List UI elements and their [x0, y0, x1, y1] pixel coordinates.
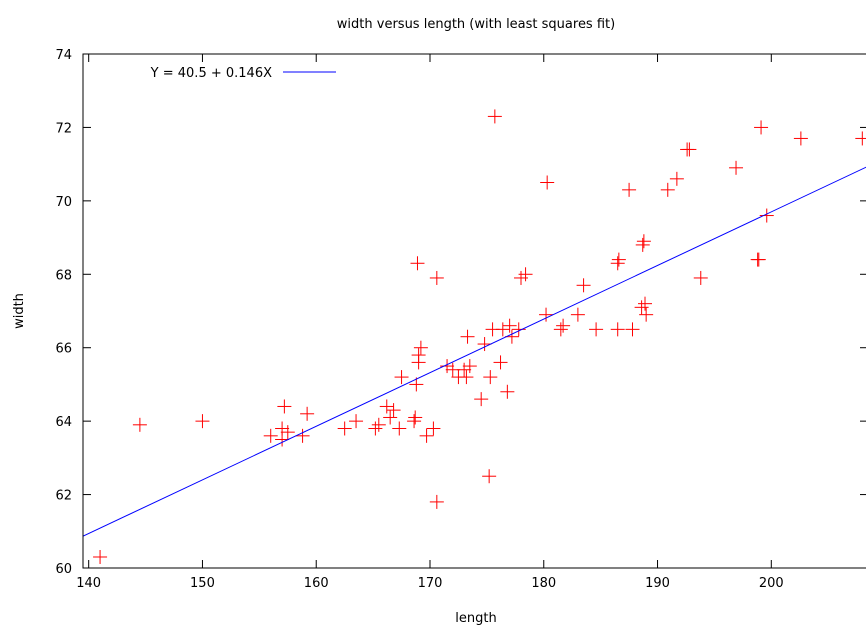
- data-point: [610, 256, 625, 271]
- data-point: [611, 252, 626, 267]
- data-point: [610, 322, 625, 337]
- data-point: [751, 252, 766, 267]
- data-point: [622, 182, 637, 197]
- fit-line-layer: [83, 166, 866, 537]
- x-tick-label: 160: [304, 576, 329, 591]
- data-point: [693, 270, 708, 285]
- data-point: [759, 208, 774, 223]
- chart-title: width versus length (with least squares …: [337, 17, 615, 32]
- data-point: [729, 160, 744, 175]
- data-point: [429, 494, 444, 509]
- data-point: [275, 421, 290, 436]
- data-point: [635, 237, 650, 252]
- data-point: [457, 362, 472, 377]
- data-point: [371, 417, 386, 432]
- x-axis-label: length: [455, 611, 496, 626]
- data-point: [855, 131, 866, 146]
- data-point: [556, 318, 571, 333]
- data-point: [295, 428, 310, 443]
- data-point: [682, 142, 697, 157]
- data-point: [539, 307, 554, 322]
- data-point: [495, 322, 510, 337]
- y-tick-label: 74: [55, 48, 72, 63]
- data-point: [410, 256, 425, 271]
- data-point: [460, 329, 475, 344]
- data-point: [570, 307, 585, 322]
- data-point: [589, 322, 604, 337]
- data-point: [394, 370, 409, 385]
- data-point: [413, 340, 428, 355]
- fit-line: [83, 166, 866, 537]
- data-point: [793, 131, 808, 146]
- data-point: [440, 359, 455, 374]
- y-tick-label: 62: [55, 489, 72, 504]
- data-point: [349, 414, 364, 429]
- data-point: [636, 234, 651, 249]
- data-point: [660, 182, 675, 197]
- data-point: [474, 392, 489, 407]
- data-point: [518, 267, 533, 282]
- data-point: [337, 421, 352, 436]
- data-point: [638, 296, 653, 311]
- data-point: [639, 307, 654, 322]
- x-tick-label: 180: [531, 576, 556, 591]
- data-point: [419, 428, 434, 443]
- data-point: [383, 410, 398, 425]
- data-point: [407, 414, 422, 429]
- data-point: [300, 406, 315, 421]
- data-point: [462, 359, 477, 374]
- data-point: [634, 300, 649, 315]
- data-point: [379, 399, 394, 414]
- data-point: [277, 399, 292, 414]
- data-point: [409, 377, 424, 392]
- data-point: [195, 414, 210, 429]
- data-point: [553, 322, 568, 337]
- x-tick-label: 170: [418, 576, 443, 591]
- y-axis: 60 62 64 66 68 70 72 74: [55, 48, 866, 577]
- plot-frame: [82, 53, 866, 569]
- data-point: [754, 120, 769, 135]
- data-points: [93, 109, 866, 564]
- x-tick-label: 190: [645, 576, 670, 591]
- y-tick-label: 64: [55, 415, 72, 430]
- data-point: [482, 469, 497, 484]
- x-tick-label: 150: [190, 576, 215, 591]
- data-point: [263, 428, 278, 443]
- y-tick-label: 66: [55, 342, 72, 357]
- data-point: [500, 384, 515, 399]
- data-point: [669, 171, 684, 186]
- x-tick-label: 140: [76, 576, 101, 591]
- data-point: [386, 403, 401, 418]
- data-point: [411, 348, 426, 363]
- data-point: [429, 270, 444, 285]
- data-point: [493, 355, 508, 370]
- data-point: [392, 421, 407, 436]
- y-tick-label: 72: [55, 121, 72, 136]
- data-point: [93, 549, 108, 564]
- data-point: [459, 370, 474, 385]
- data-point: [576, 278, 591, 293]
- data-point: [540, 175, 555, 190]
- x-tick-label: 200: [759, 576, 784, 591]
- data-point: [477, 337, 492, 352]
- data-point: [487, 109, 502, 124]
- data-point: [511, 322, 526, 337]
- data-point: [280, 425, 295, 440]
- data-point: [408, 410, 423, 425]
- data-point: [625, 322, 640, 337]
- y-tick-label: 68: [55, 268, 72, 283]
- y-tick-label: 60: [55, 562, 72, 577]
- legend: Y = 40.5 + 0.146X: [150, 66, 336, 81]
- data-point: [502, 318, 517, 333]
- data-point: [426, 421, 441, 436]
- legend-fit-label: Y = 40.5 + 0.146X: [150, 66, 272, 81]
- data-point: [483, 370, 498, 385]
- y-tick-label: 70: [55, 195, 72, 210]
- data-point: [368, 421, 383, 436]
- data-point: [132, 417, 147, 432]
- y-axis-label: width: [12, 293, 27, 329]
- x-axis: 140 150 160 170 180 190 200: [76, 54, 784, 591]
